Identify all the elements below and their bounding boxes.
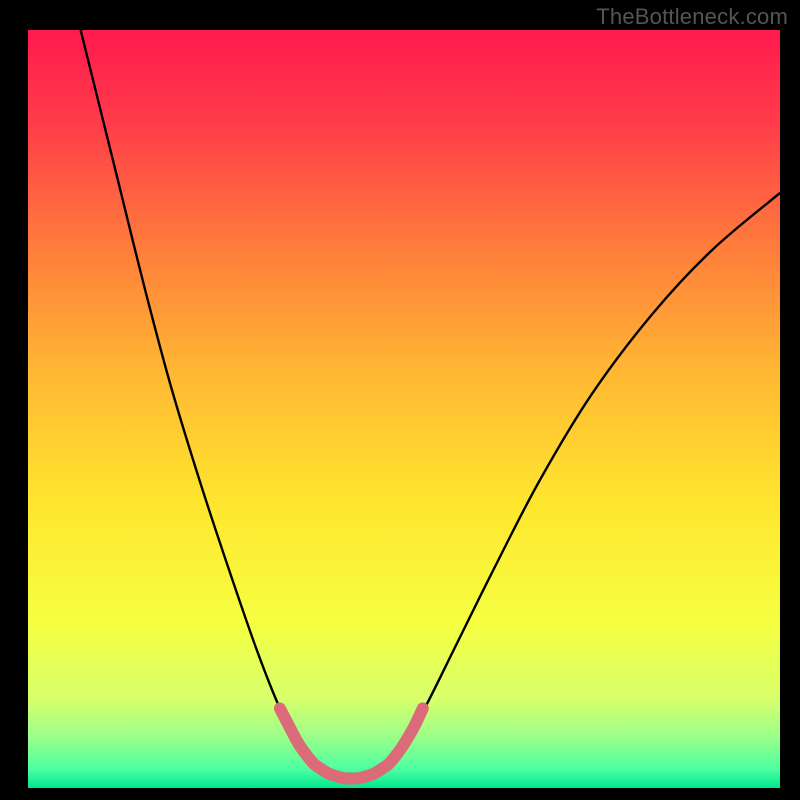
- watermark-text: TheBottleneck.com: [596, 4, 788, 30]
- bottleneck-chart: [0, 0, 800, 800]
- plot-background: [28, 30, 780, 788]
- chart-container: TheBottleneck.com: [0, 0, 800, 800]
